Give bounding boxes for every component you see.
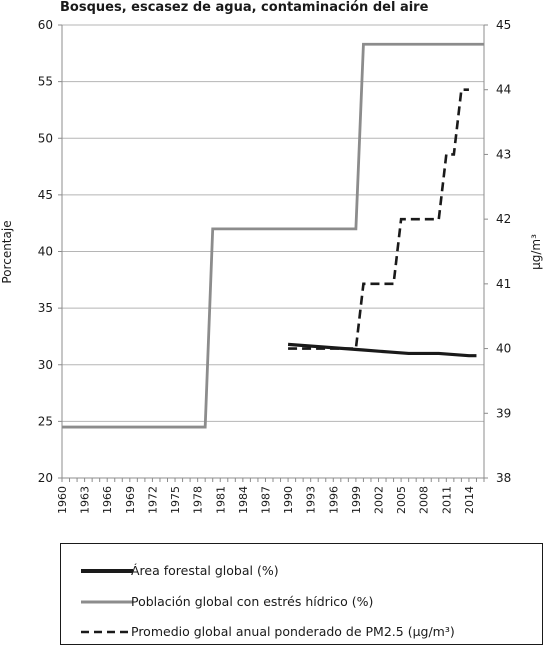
legend-swatch-pm25 — [81, 630, 133, 634]
x-tick-label-17: 2011 — [440, 486, 453, 514]
x-tick-label-12: 1996 — [327, 486, 340, 514]
y2-axis-label: µg/m³ — [529, 234, 543, 270]
x-tick-label-14: 2002 — [373, 486, 386, 514]
y-tick-label-3: 35 — [38, 301, 53, 315]
x-tick-label-15: 2005 — [395, 486, 408, 514]
axes — [58, 24, 488, 482]
x-tick-label-7: 1981 — [214, 486, 227, 514]
y-tick-label-5: 45 — [38, 188, 53, 202]
y-tick-label-1: 25 — [38, 414, 53, 428]
tick-labels: 20 25 30 35 40 45 50 55 60 38 39 40 41 42 43 44 45 1960 19… — [38, 18, 512, 514]
series-line-1 — [62, 42, 484, 429]
series-line-0 — [287, 342, 477, 358]
y2-tick-label-2: 40 — [496, 342, 511, 356]
y2-tick-label-0: 38 — [496, 471, 511, 485]
legend: Área forestal global (%) Población globa… — [60, 543, 543, 645]
legend-label-pm25: Promedio global anual ponderado de PM2.5… — [131, 624, 455, 639]
x-tick-label-8: 1984 — [237, 486, 250, 514]
x-tick-label-3: 1969 — [124, 486, 137, 514]
series-line-2 — [288, 88, 469, 350]
x-tick-label-1: 1963 — [79, 486, 92, 514]
x-tick-label-4: 1972 — [146, 486, 159, 514]
y2-tick-label-5: 43 — [496, 147, 511, 161]
y-tick-label-7: 55 — [38, 75, 53, 89]
y2-tick-label-1: 39 — [496, 406, 511, 420]
y2-tick-label-7: 45 — [496, 18, 511, 32]
y-tick-label-8: 60 — [38, 18, 53, 32]
x-tick-label-11: 1993 — [305, 486, 318, 514]
chart-title: Bosques, escasez de agua, contaminación … — [60, 0, 429, 15]
y-tick-label-0: 20 — [38, 471, 53, 485]
y-axis-label: Porcentaje — [0, 220, 14, 283]
x-tick-label-2: 1966 — [101, 486, 114, 514]
y-tick-label-4: 40 — [38, 245, 53, 259]
y2-tick-label-4: 42 — [496, 212, 511, 226]
x-tick-label-10: 1990 — [282, 486, 295, 514]
legend-label-water: Población global con estrés hídrico (%) — [131, 594, 374, 609]
y-tick-label-6: 50 — [38, 131, 53, 145]
x-tick-label-18: 2014 — [463, 486, 476, 514]
legend-item-pm25: Promedio global anual ponderado de PM2.5… — [61, 623, 542, 643]
x-tick-label-6: 1978 — [192, 486, 205, 514]
chart-plot: 20 25 30 35 40 45 50 55 60 38 39 40 41 42 43 44 45 1960 19… — [0, 18, 543, 514]
x-tick-label-9: 1987 — [259, 486, 272, 514]
series-lines — [62, 42, 484, 429]
y2-tick-label-3: 41 — [496, 277, 511, 291]
grid-lines — [62, 24, 484, 479]
legend-item-forest: Área forestal global (%) — [61, 562, 542, 582]
x-tick-label-16: 2008 — [418, 486, 431, 514]
legend-label-forest: Área forestal global (%) — [131, 563, 279, 578]
y2-tick-label-6: 44 — [496, 83, 511, 97]
legend-swatch-forest — [81, 569, 133, 573]
x-tick-label-5: 1975 — [169, 486, 182, 514]
legend-item-water: Población global con estrés hídrico (%) — [61, 593, 542, 613]
x-tick-label-0: 1960 — [56, 486, 69, 514]
legend-swatch-water — [81, 600, 133, 604]
y-tick-label-2: 30 — [38, 358, 53, 372]
x-tick-label-13: 1999 — [350, 486, 363, 514]
